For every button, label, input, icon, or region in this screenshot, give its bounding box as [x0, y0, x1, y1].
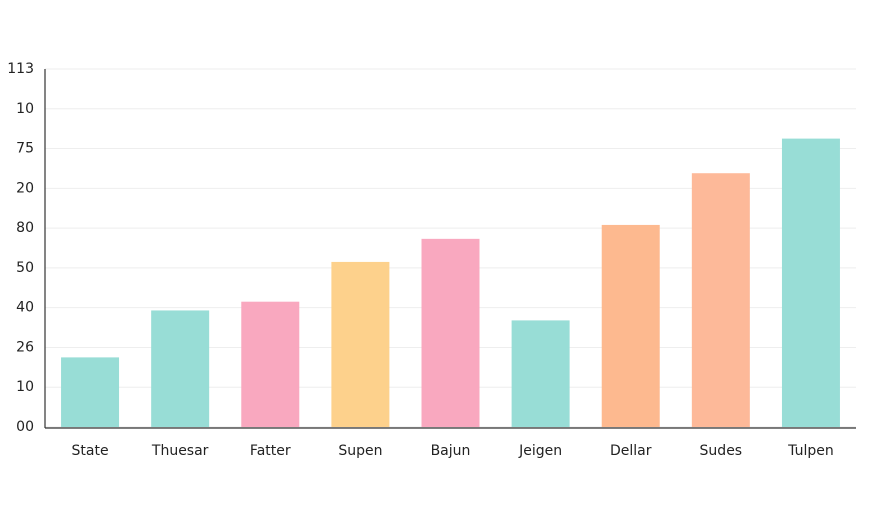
- y-tick-label: 50: [16, 260, 34, 276]
- bar: [691, 173, 750, 427]
- y-tick-label: 40: [16, 300, 34, 316]
- y-tick-label: 80: [16, 220, 34, 236]
- bar: [241, 301, 300, 427]
- y-tick-label: 26: [16, 339, 34, 355]
- x-tick-label: Supen: [338, 443, 382, 459]
- bar: [331, 261, 390, 427]
- x-tick-label: Jeigen: [518, 443, 562, 459]
- y-tick-label: 20: [16, 180, 34, 196]
- bar: [421, 238, 480, 427]
- bar: [781, 138, 840, 427]
- y-tick-label: 00: [16, 419, 34, 435]
- x-tick-label: Fatter: [250, 443, 291, 459]
- y-tick-label: 75: [16, 141, 34, 157]
- y-tick-label: 113: [7, 61, 34, 77]
- x-tick-label: Thuesar: [151, 443, 209, 459]
- y-tick-label: 10: [16, 379, 34, 395]
- bar: [61, 357, 120, 427]
- x-tick-label: Tulpen: [787, 443, 834, 459]
- x-tick-label: State: [72, 443, 109, 459]
- x-tick-label: Dellar: [610, 443, 652, 459]
- x-tick-label: Bajun: [431, 443, 471, 459]
- y-tick-label: 10: [16, 101, 34, 117]
- x-tick-label: Sudes: [700, 443, 743, 459]
- bar: [601, 224, 660, 427]
- bar: [151, 310, 210, 427]
- bar: [511, 320, 570, 427]
